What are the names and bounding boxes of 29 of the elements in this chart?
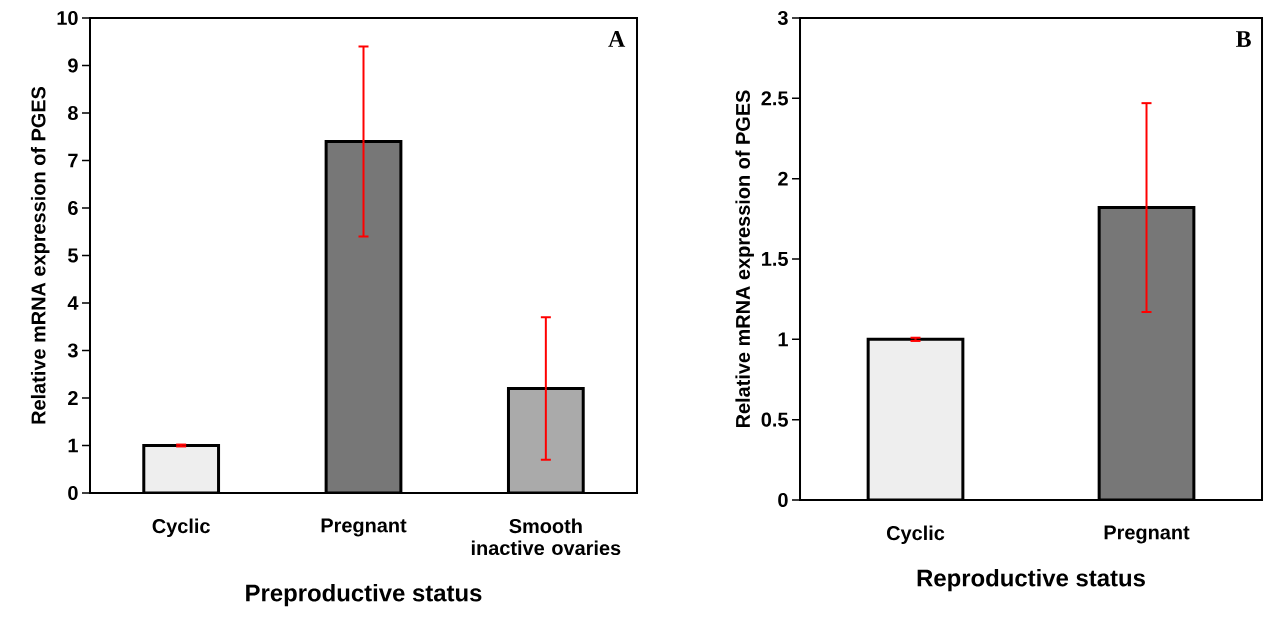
y-tick-label: 2.5 [761,91,788,106]
y-tick-label: 0.5 [761,412,788,427]
y-tick-label: 7 [68,153,78,168]
y-tick-label: 5 [68,248,78,263]
y-tick-label: 1 [778,332,788,347]
x-tick-label: Smooth inactive ovaries [471,518,621,556]
y-axis-title: Relative mRNA expression of PGES [30,86,50,424]
y-tick-label: 3 [67,343,78,358]
annotation: B [1236,31,1251,47]
x-axis-title: Reproductive status [917,568,1145,592]
y-tick-label: 1 [68,438,78,453]
x-tick-label: Pregnant [321,518,407,537]
x-tick-label: Cyclic [152,518,210,538]
y-tick-label: 3 [777,10,788,26]
x-tick-label: Cyclic [886,525,945,545]
y-tick-label: 1.5 [762,252,788,266]
y-tick-label: 0 [778,492,788,508]
y-tick-label: 2 [778,171,788,186]
annotation: A [608,31,626,47]
y-tick-label: 10 [57,10,78,26]
y-tick-label: 9 [68,58,78,73]
y-axis-title: Relative mRNA expression of PGES [735,90,754,428]
y-tick-label: 8 [68,105,78,121]
y-tick-label: 4 [67,296,79,310]
x-axis-title: Preproductive status [246,583,482,607]
y-tick-label: 0 [68,485,78,501]
y-tick-label: 2 [68,391,78,405]
y-tick-label: 6 [68,200,78,216]
x-tick-label: Pregnant [1104,525,1190,544]
